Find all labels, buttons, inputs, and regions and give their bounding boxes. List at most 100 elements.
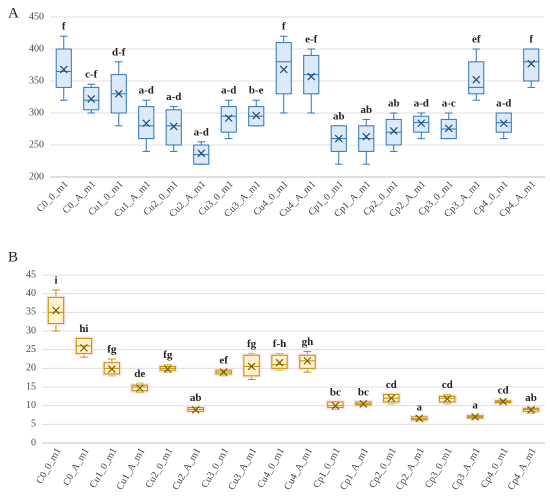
significance-letter: cd bbox=[386, 379, 397, 391]
significance-letter: ef bbox=[219, 355, 228, 367]
box bbox=[275, 42, 292, 95]
x-tick-label: Cp1_0_m1 bbox=[311, 446, 343, 490]
box bbox=[243, 354, 260, 377]
mean-marker bbox=[247, 362, 256, 371]
mean-marker bbox=[331, 401, 340, 410]
mean-marker bbox=[163, 365, 172, 374]
significance-letter: bc bbox=[358, 386, 369, 398]
mean-marker bbox=[417, 119, 426, 128]
box bbox=[220, 106, 237, 133]
mean-marker bbox=[224, 114, 233, 123]
box bbox=[299, 354, 316, 369]
x-tick-label: Cp1_A_m1 bbox=[338, 446, 371, 492]
mean-marker bbox=[142, 119, 151, 128]
panel-label: A bbox=[8, 5, 19, 21]
mean-marker bbox=[191, 405, 200, 414]
significance-letter: a bbox=[417, 401, 423, 413]
significance-letter: ab bbox=[388, 98, 400, 110]
significance-letter: fg bbox=[247, 338, 257, 350]
mean-marker bbox=[303, 356, 312, 365]
mean-marker bbox=[52, 306, 60, 315]
mean-marker bbox=[444, 124, 453, 133]
significance-letter: cd bbox=[498, 385, 509, 397]
significance-letter: cd bbox=[442, 379, 453, 391]
y-tick-label: 20 bbox=[26, 363, 36, 374]
mean-marker bbox=[334, 134, 343, 143]
y-tick-label: 25 bbox=[26, 344, 36, 355]
significance-letter: f bbox=[529, 34, 533, 46]
significance-letter: ab bbox=[333, 110, 345, 122]
y-tick-label: 15 bbox=[26, 381, 36, 392]
panel-label: B bbox=[8, 249, 18, 265]
x-tick-label: Cu3_A_m1 bbox=[226, 446, 259, 492]
mean-marker bbox=[443, 395, 452, 403]
mean-marker bbox=[219, 368, 228, 376]
significance-letter: d-f bbox=[112, 46, 126, 58]
mean-marker bbox=[471, 412, 480, 421]
mean-marker bbox=[472, 75, 481, 84]
y-tick-label: 35 bbox=[26, 307, 36, 318]
y-tick-label: 450 bbox=[29, 11, 44, 22]
box bbox=[523, 48, 540, 82]
y-tick-label: 300 bbox=[29, 107, 44, 118]
significance-letter: de bbox=[134, 368, 145, 380]
mean-marker bbox=[279, 65, 288, 74]
x-tick-label: Cu2_0_m1 bbox=[144, 446, 176, 490]
x-tick-label: Cu3_0_m1 bbox=[199, 446, 231, 490]
significance-letter: fg bbox=[107, 344, 117, 356]
significance-letter: i bbox=[54, 274, 57, 286]
significance-letter: a bbox=[472, 400, 478, 412]
significance-letter: a-d bbox=[221, 85, 236, 97]
y-tick-label: 200 bbox=[29, 171, 44, 182]
x-tick-label: Cu1_0_m1 bbox=[88, 446, 120, 490]
mean-marker bbox=[107, 365, 116, 374]
x-tick-label: Cu2_A_m1 bbox=[170, 446, 203, 492]
significance-letter: a-d bbox=[496, 98, 511, 110]
y-tick-label: 45 bbox=[26, 269, 36, 280]
y-tick-label: 350 bbox=[29, 75, 44, 86]
mean-marker bbox=[59, 65, 68, 74]
significance-letter: ef bbox=[472, 34, 481, 46]
x-tick-label: Cp3_0_m1 bbox=[423, 446, 455, 490]
box bbox=[165, 109, 182, 146]
mean-marker bbox=[169, 122, 178, 131]
y-tick-label: 400 bbox=[29, 43, 44, 54]
x-tick-label: C0_0_m1 bbox=[34, 446, 63, 486]
mean-marker bbox=[389, 126, 398, 135]
mean-marker bbox=[135, 384, 144, 393]
mean-marker bbox=[79, 343, 88, 352]
significance-letter: a-d bbox=[194, 126, 209, 138]
significance-letter: c-f bbox=[85, 69, 98, 81]
y-tick-label: 40 bbox=[26, 288, 36, 299]
mean-marker bbox=[197, 149, 206, 158]
mean-marker bbox=[527, 405, 535, 414]
mean-marker bbox=[499, 397, 508, 406]
significance-letter: a-d bbox=[414, 98, 429, 110]
box bbox=[271, 354, 288, 369]
y-tick-label: 10 bbox=[26, 400, 36, 411]
mean-marker bbox=[307, 72, 316, 81]
y-tick-label: 0 bbox=[31, 437, 36, 448]
mean-marker bbox=[415, 414, 424, 423]
mean-marker bbox=[362, 132, 371, 141]
significance-letter: a-d bbox=[166, 91, 181, 103]
significance-letter: f-h bbox=[273, 338, 286, 350]
significance-letter: e-f bbox=[305, 34, 318, 46]
x-tick-label: Cu1_A_m1 bbox=[115, 446, 148, 492]
significance-letter: hi bbox=[79, 323, 88, 335]
significance-letter: f bbox=[282, 21, 286, 33]
y-tick-label: 250 bbox=[29, 139, 44, 150]
significance-letter: ab bbox=[360, 104, 372, 116]
significance-letter: ab bbox=[190, 392, 202, 404]
mean-marker bbox=[87, 94, 96, 103]
significance-letter: fg bbox=[163, 349, 173, 361]
significance-letter: b-e bbox=[249, 85, 264, 97]
significance-letter: gh bbox=[302, 336, 314, 348]
significance-letter: f bbox=[62, 21, 66, 33]
mean-marker bbox=[527, 59, 536, 68]
y-tick-label: 30 bbox=[26, 325, 36, 336]
x-tick-label: Cp2_A_m1 bbox=[394, 446, 427, 492]
x-tick-label: Cp2_0_m1 bbox=[367, 446, 399, 490]
x-tick-label: Cu4_0_m1 bbox=[255, 446, 287, 490]
mean-marker bbox=[387, 394, 396, 403]
